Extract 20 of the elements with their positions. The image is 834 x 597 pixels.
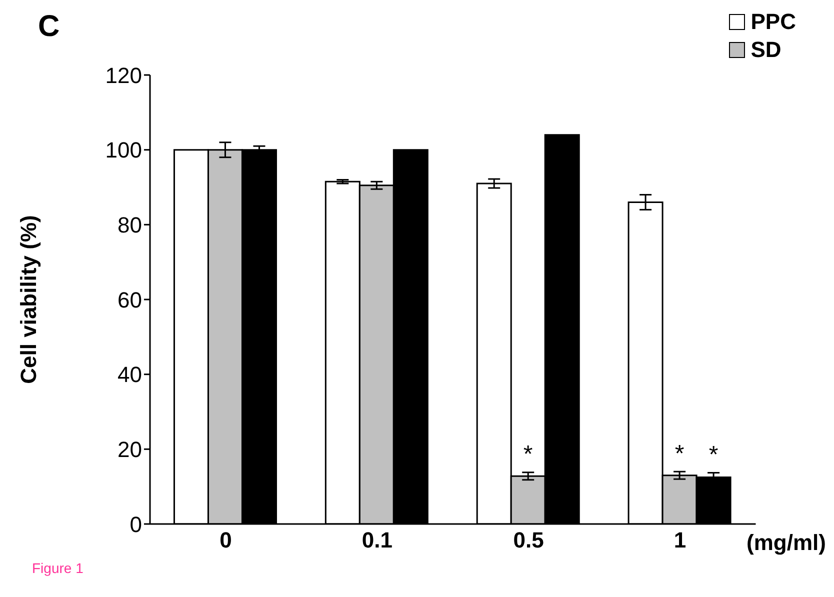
x-tick-label: 0 <box>220 528 232 553</box>
chart-title: C <box>38 10 60 44</box>
data-label: * <box>708 442 718 468</box>
y-tick-label: 120 <box>105 62 142 88</box>
y-tick-label: 100 <box>105 138 142 163</box>
x-tick-label: 0.1 <box>362 528 392 553</box>
y-tick-label: 40 <box>118 362 142 388</box>
y-tick-label: 0 <box>130 512 142 537</box>
legend-label: PPC <box>750 9 796 35</box>
legend-label: SD <box>750 37 782 63</box>
y-tick-label: 60 <box>118 287 142 312</box>
y-tick-label: 20 <box>118 436 142 462</box>
caption: Figure 1 <box>32 560 84 576</box>
x-axis-title: (mg/ml) <box>746 530 826 556</box>
y-axis-title: Cell viability (%) <box>16 215 41 384</box>
data-label: * <box>523 441 533 468</box>
x-tick-label: 1 <box>674 528 686 553</box>
data-label: * <box>674 440 684 468</box>
y-tick-label: 80 <box>118 212 142 238</box>
x-tick-label: 0.5 <box>513 528 544 553</box>
